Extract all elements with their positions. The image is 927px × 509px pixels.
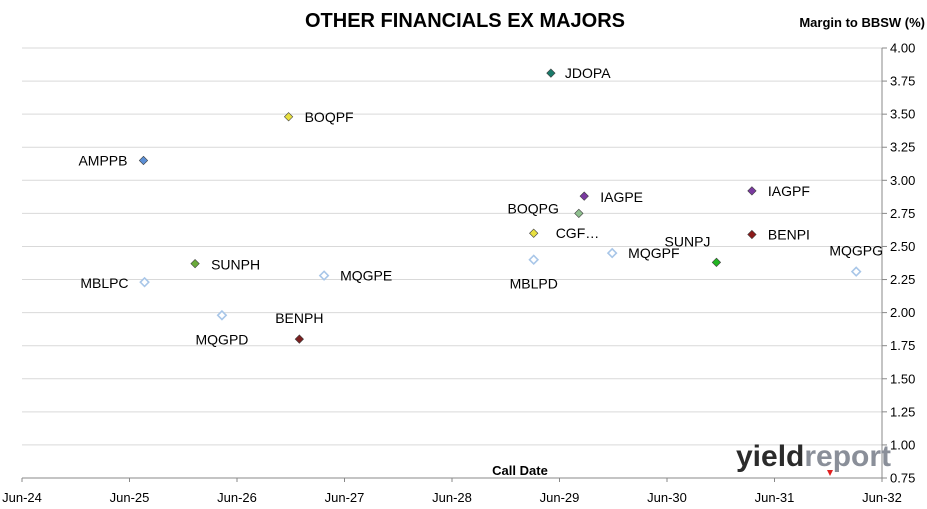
point-label-cgf: CGF… <box>556 225 600 241</box>
x-tick-label: Jun-30 <box>647 490 687 505</box>
point-label-benph: BENPH <box>275 310 323 326</box>
point-sunpj <box>711 257 722 267</box>
chart-title: OTHER FINANCIALS EX MAJORS <box>305 10 625 32</box>
point-mqgpd <box>216 309 228 321</box>
y-tick-label: 0.75 <box>890 471 915 486</box>
point-label-amppb: AMPPB <box>78 152 127 168</box>
x-tick-label: Jun-24 <box>2 490 42 505</box>
y-tick-label: 2.25 <box>890 272 915 287</box>
x-tick-label: Jun-26 <box>217 490 257 505</box>
y-tick-label: 3.75 <box>890 74 915 89</box>
point-boqpf <box>283 112 294 122</box>
point-mqgpe <box>318 270 330 281</box>
x-tick-label: Jun-27 <box>325 490 365 505</box>
y-tick-label: 1.25 <box>890 404 915 419</box>
point-label-mblpd: MBLPD <box>510 276 558 292</box>
y-axis-label: Margin to BBSW (%) <box>799 15 925 30</box>
y-tick-label: 2.75 <box>890 206 915 221</box>
y-tick-label: 3.50 <box>890 107 915 122</box>
point-labels: JDOPA BOQPF AMPPB IAGPE IAGPF BOQPG CGF… BENPI S… <box>78 65 883 347</box>
y-tick-label: 3.00 <box>890 173 915 188</box>
logo-text: yieldreport <box>736 440 891 473</box>
point-label-jdopa: JDOPA <box>565 65 611 81</box>
point-label-mqgpe: MQGPE <box>340 268 392 284</box>
logo-text-yield: yield <box>736 440 804 473</box>
point-label-boqpg: BOQPG <box>507 200 558 216</box>
point-label-mqgpf: MQGPF <box>628 245 679 261</box>
x-tick-label: Jun-29 <box>540 490 580 505</box>
point-mblpc <box>139 276 150 288</box>
x-tick-label: Jun-32 <box>862 490 902 505</box>
point-boqpg <box>574 208 584 219</box>
point-sunph <box>190 259 200 269</box>
point-jdopa <box>546 68 556 78</box>
x-tick-label: Jun-31 <box>755 490 795 505</box>
point-iagpe <box>579 191 589 201</box>
x-axis-label: Call Date <box>492 463 548 478</box>
y-tick-label: 2.00 <box>890 305 915 320</box>
point-mqgpg <box>850 266 862 277</box>
x-tick-label: Jun-28 <box>432 490 472 505</box>
point-label-boqpf: BOQPF <box>305 109 354 125</box>
point-mblpd <box>528 254 540 266</box>
point-label-sunpj: SUNPJ <box>665 233 711 249</box>
point-label-mqgpg: MQGPG <box>829 243 883 259</box>
x-tick-labels: Jun-24 Jun-25 Jun-26 Jun-27 Jun-28 Jun-29 Jun-… <box>2 490 902 505</box>
point-amppb <box>138 155 149 166</box>
point-iagpf <box>747 186 757 196</box>
logo-triangle-icon <box>827 470 833 476</box>
x-tick-label: Jun-25 <box>110 490 150 505</box>
point-label-sunph: SUNPH <box>211 257 260 273</box>
point-label-iagpf: IAGPF <box>768 183 810 199</box>
point-cgf <box>529 228 539 238</box>
y-tick-labels: 4.00 3.75 3.50 3.25 3.00 2.75 2.50 2.25 2.00 1.75… <box>890 41 915 486</box>
point-mqgpf <box>606 247 618 259</box>
point-label-mblpc: MBLPC <box>80 275 128 291</box>
logo-text-report: report <box>804 440 891 473</box>
y-tick-label: 1.00 <box>890 437 915 452</box>
point-benph <box>294 334 304 344</box>
point-label-iagpe: IAGPE <box>600 189 643 205</box>
y-tick-label: 1.75 <box>890 338 915 353</box>
data-points <box>138 68 862 344</box>
axes <box>21 47 887 482</box>
y-tick-label: 2.50 <box>890 239 915 254</box>
y-tick-label: 3.25 <box>890 140 915 155</box>
yieldreport-logo: yieldreport <box>736 440 891 476</box>
point-label-benpi: BENPI <box>768 227 810 243</box>
point-label-mqgpd: MQGPD <box>196 331 249 347</box>
y-tick-label: 4.00 <box>890 41 915 56</box>
y-tick-label: 1.50 <box>890 371 915 386</box>
point-benpi <box>747 229 757 240</box>
gridlines <box>22 47 882 446</box>
